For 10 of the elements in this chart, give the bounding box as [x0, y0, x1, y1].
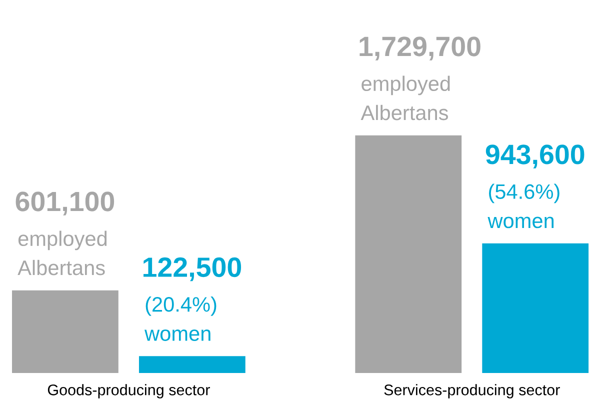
bar: [482, 243, 589, 373]
x-tick-label: Goods-producing sector: [48, 384, 210, 398]
bar: [138, 356, 246, 373]
data-label: 122,500 (20.4%) women: [144, 257, 242, 341]
data-label: 943,600 (54.6%) women: [486, 144, 584, 228]
data-label: 601,100 employed Albertans: [16, 192, 114, 276]
data-label: 1,729,700 employed Albertans: [360, 36, 480, 120]
bar: [355, 135, 462, 373]
bar: [12, 290, 118, 373]
x-tick-label: Services-producing sector: [384, 384, 560, 398]
